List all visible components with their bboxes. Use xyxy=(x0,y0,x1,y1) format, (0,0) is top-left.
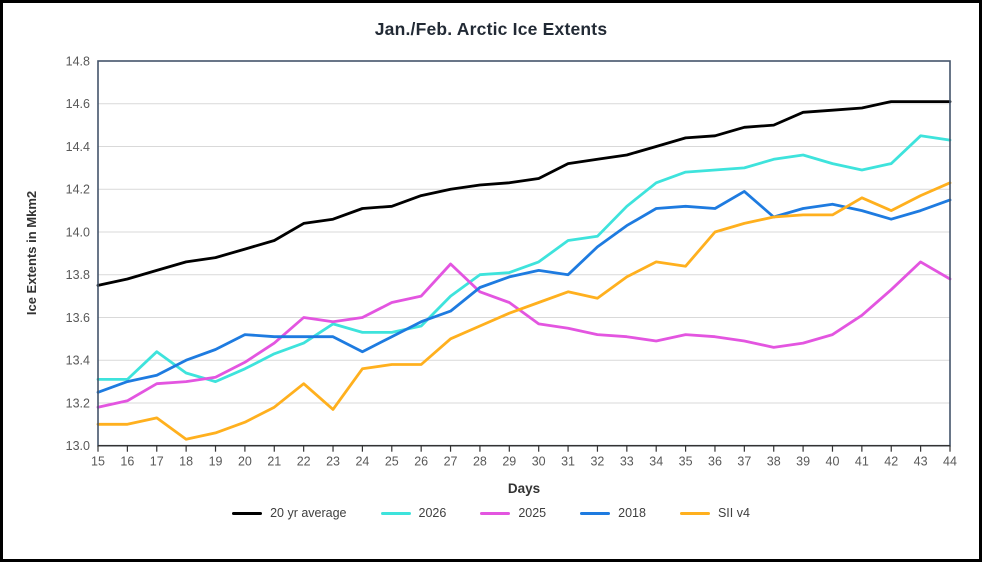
y-tick-label: 14.2 xyxy=(66,183,90,197)
legend: 20 yr average 2026 2025 2018 SII v4 xyxy=(3,506,979,520)
plot-canvas: 13.0 13.2 13.4 13.6 13.8 14.0 14.2 14.4 14.6 14.8… xyxy=(24,55,957,469)
x-tick-label: 34 xyxy=(649,455,663,469)
x-tick-label: 28 xyxy=(473,455,487,469)
legend-label: SII v4 xyxy=(717,506,750,520)
y-tick-label: 13.4 xyxy=(66,354,90,368)
legend-swatch xyxy=(580,511,611,515)
x-tick-label: 30 xyxy=(532,455,546,469)
x-tick-label: 22 xyxy=(297,455,311,469)
x-tick-label: 20 xyxy=(238,455,252,469)
y-tick-label: 14.0 xyxy=(66,225,90,239)
legend-item-2025: 2025 xyxy=(480,506,546,520)
legend-swatch xyxy=(480,511,511,515)
x-tick-label: 29 xyxy=(502,455,516,469)
x-tick-label: 32 xyxy=(590,455,604,469)
y-axis-title: Ice Extents in Mkm2 xyxy=(24,191,39,315)
x-tick-label: 25 xyxy=(385,455,399,469)
y-tick-label: 13.0 xyxy=(66,439,90,453)
x-tick-label: 44 xyxy=(943,455,957,469)
legend-label: 2026 xyxy=(418,506,447,520)
x-tick-label: 39 xyxy=(796,455,810,469)
x-tick-label: 31 xyxy=(561,455,575,469)
y-tick-label: 13.6 xyxy=(66,311,90,325)
tick-labels: 13.0 13.2 13.4 13.6 13.8 14.0 14.2 14.4 14.6 14.8… xyxy=(66,55,957,469)
series-line-2018 xyxy=(96,189,952,394)
series-line-2025 xyxy=(96,260,952,409)
legend-item-2018: 2018 xyxy=(580,506,646,520)
legend-swatch xyxy=(380,511,411,515)
x-tick-label: 35 xyxy=(679,455,693,469)
x-tick-label: 23 xyxy=(326,455,340,469)
y-tick-label: 14.6 xyxy=(66,97,90,111)
x-axis-title: Days xyxy=(507,481,541,496)
x-tick-label: 24 xyxy=(355,455,369,469)
y-tick-label: 13.2 xyxy=(66,396,90,410)
chart-title: Jan./Feb. Arctic Ice Extents xyxy=(374,19,608,39)
x-tick-label: 43 xyxy=(914,455,928,469)
x-tick-label: 40 xyxy=(826,455,840,469)
legend-item-20-yr-average: 20 yr average xyxy=(232,506,347,520)
legend-label: 20 yr average xyxy=(270,506,347,520)
legend-item-sii-v4: SII v4 xyxy=(679,506,750,520)
x-tick-label: 37 xyxy=(737,455,751,469)
y-tick-label: 14.8 xyxy=(66,55,90,69)
x-tick-label: 38 xyxy=(767,455,781,469)
x-tick-label: 33 xyxy=(620,455,634,469)
legend-swatch xyxy=(232,511,263,515)
legend-swatch xyxy=(679,511,710,515)
y-tick-label: 13.8 xyxy=(66,268,90,282)
y-tick-label: 14.4 xyxy=(66,140,90,154)
x-tick-label: 26 xyxy=(414,455,428,469)
x-tick-label: 16 xyxy=(120,455,134,469)
x-tick-label: 17 xyxy=(150,455,164,469)
series-lines xyxy=(96,100,952,441)
x-tick-label: 27 xyxy=(444,455,458,469)
x-tick-label: 15 xyxy=(91,455,105,469)
x-tick-label: 41 xyxy=(855,455,869,469)
x-tick-label: 19 xyxy=(209,455,223,469)
x-tick-label: 36 xyxy=(708,455,722,469)
x-tick-label: 18 xyxy=(179,455,193,469)
legend-label: 2018 xyxy=(618,506,646,520)
series-line-20-yr-average xyxy=(96,100,952,287)
legend-item-2026: 2026 xyxy=(380,506,447,520)
x-tick-label: 42 xyxy=(884,455,898,469)
axes xyxy=(97,445,951,452)
series-line-2026 xyxy=(96,134,952,384)
x-tick-label: 21 xyxy=(267,455,281,469)
legend-label: 2025 xyxy=(518,506,547,520)
series-line-sii-v4 xyxy=(96,181,952,441)
